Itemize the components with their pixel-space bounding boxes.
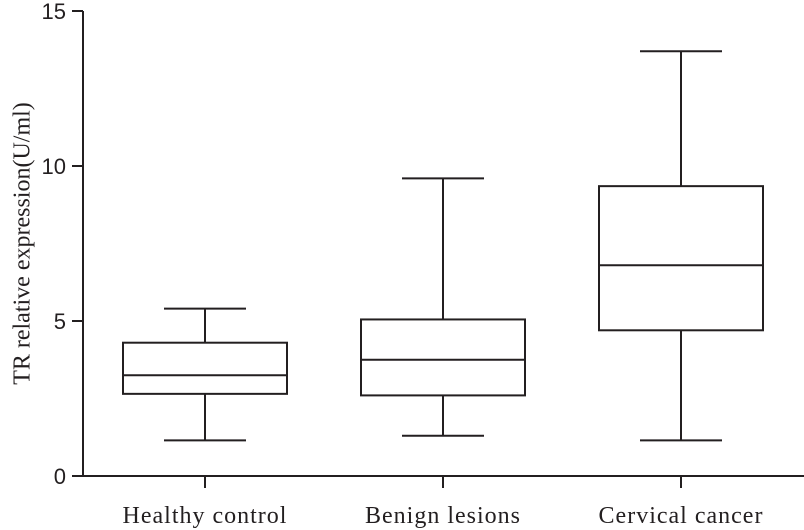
y-tick-label: 0 bbox=[54, 464, 66, 489]
x-tick-label: Healthy control bbox=[123, 503, 288, 529]
y-axis-title: TR relative expression(U/ml) bbox=[9, 102, 35, 385]
box-group bbox=[598, 50, 764, 442]
x-tick-label: Cervical cancer bbox=[599, 503, 764, 529]
box-group bbox=[360, 177, 526, 437]
y-axis: 0 5 10 15 bbox=[42, 0, 84, 489]
x-axis: Healthy control Benign lesions Cervical ca… bbox=[83, 475, 804, 529]
iqr-box bbox=[360, 318, 526, 397]
y-tick-label: 10 bbox=[42, 154, 66, 179]
y-tick-label: 15 bbox=[42, 0, 66, 24]
box-group bbox=[122, 307, 288, 442]
iqr-box bbox=[598, 185, 764, 332]
y-tick-label: 5 bbox=[54, 309, 66, 334]
iqr-box bbox=[122, 341, 288, 395]
boxes bbox=[122, 50, 764, 442]
x-tick-label: Benign lesions bbox=[365, 503, 521, 529]
